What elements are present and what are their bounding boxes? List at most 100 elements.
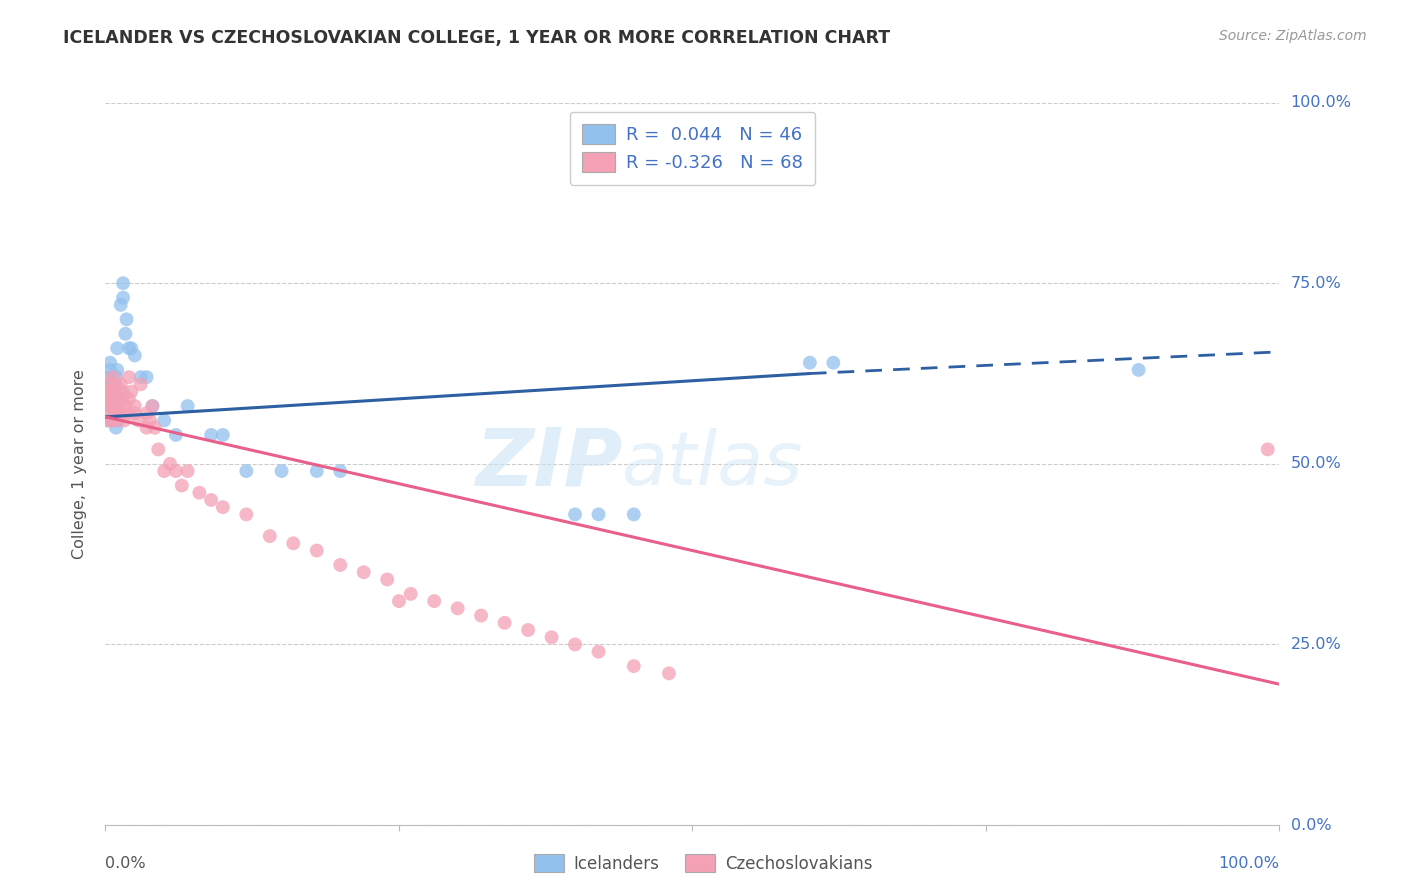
Point bbox=[235, 508, 257, 522]
Point bbox=[135, 406, 157, 420]
Point bbox=[105, 413, 128, 427]
Point bbox=[165, 428, 187, 442]
Point bbox=[105, 370, 128, 384]
Point bbox=[96, 384, 118, 399]
Point bbox=[103, 399, 125, 413]
Text: ZIP: ZIP bbox=[475, 425, 621, 503]
Point bbox=[170, 478, 193, 492]
Text: 0.0%: 0.0% bbox=[105, 855, 146, 871]
Point bbox=[105, 377, 128, 392]
Point bbox=[115, 312, 138, 326]
Point bbox=[135, 370, 157, 384]
Point bbox=[517, 623, 540, 637]
Point bbox=[127, 413, 149, 427]
Point bbox=[114, 399, 136, 413]
Point bbox=[564, 637, 586, 651]
Point bbox=[103, 384, 125, 399]
Text: 0.0%: 0.0% bbox=[1291, 818, 1331, 832]
Y-axis label: College, 1 year or more: College, 1 year or more bbox=[72, 369, 87, 558]
Point bbox=[211, 500, 233, 515]
Point bbox=[105, 363, 128, 377]
Point bbox=[375, 573, 398, 587]
Point bbox=[143, 421, 166, 435]
Point bbox=[139, 413, 162, 427]
Point bbox=[120, 341, 142, 355]
Point bbox=[112, 277, 135, 291]
Point bbox=[103, 392, 125, 406]
Point bbox=[112, 392, 135, 406]
Point bbox=[100, 399, 122, 413]
Point bbox=[105, 392, 128, 406]
Point bbox=[104, 377, 127, 392]
Point bbox=[98, 377, 121, 392]
Point bbox=[98, 399, 121, 413]
Point bbox=[399, 587, 422, 601]
Point bbox=[135, 421, 157, 435]
Point bbox=[259, 529, 281, 543]
Point bbox=[98, 370, 121, 384]
Point bbox=[153, 464, 176, 478]
Point bbox=[100, 392, 122, 406]
Point bbox=[105, 406, 128, 420]
Point bbox=[96, 413, 118, 427]
Text: ICELANDER VS CZECHOSLOVAKIAN COLLEGE, 1 YEAR OR MORE CORRELATION CHART: ICELANDER VS CZECHOSLOVAKIAN COLLEGE, 1 … bbox=[63, 29, 890, 46]
Text: 75.0%: 75.0% bbox=[1291, 276, 1341, 291]
Point bbox=[305, 464, 328, 478]
Text: 50.0%: 50.0% bbox=[1291, 457, 1341, 471]
Point bbox=[104, 399, 127, 413]
Point bbox=[98, 363, 121, 377]
Point bbox=[124, 349, 146, 363]
Point bbox=[112, 413, 135, 427]
Text: 100.0%: 100.0% bbox=[1291, 95, 1351, 110]
Point bbox=[159, 457, 181, 471]
Point bbox=[148, 442, 170, 457]
Point bbox=[98, 406, 121, 420]
Point bbox=[447, 601, 470, 615]
Point bbox=[112, 384, 135, 399]
Point bbox=[1257, 442, 1279, 457]
Point bbox=[188, 485, 211, 500]
Point bbox=[176, 399, 198, 413]
Point bbox=[100, 384, 122, 399]
Point bbox=[108, 399, 131, 413]
Text: atlas: atlas bbox=[621, 428, 803, 500]
Point bbox=[111, 406, 134, 420]
Point bbox=[98, 377, 121, 392]
Point bbox=[98, 413, 121, 427]
Point bbox=[200, 428, 222, 442]
Point bbox=[211, 428, 233, 442]
Point bbox=[101, 413, 124, 427]
Point bbox=[97, 392, 120, 406]
Point bbox=[118, 370, 141, 384]
Point bbox=[283, 536, 305, 550]
Text: Source: ZipAtlas.com: Source: ZipAtlas.com bbox=[1219, 29, 1367, 43]
Point bbox=[470, 608, 492, 623]
Point bbox=[114, 326, 136, 341]
Point bbox=[105, 421, 128, 435]
Point bbox=[107, 413, 129, 427]
Point bbox=[124, 406, 146, 420]
Legend: Icelanders, Czechoslovakians: Icelanders, Czechoslovakians bbox=[527, 847, 879, 880]
Point bbox=[98, 356, 121, 370]
Point bbox=[129, 377, 152, 392]
Point bbox=[658, 666, 681, 681]
Point bbox=[623, 508, 645, 522]
Point bbox=[200, 492, 222, 507]
Point bbox=[100, 413, 122, 427]
Point bbox=[112, 291, 135, 305]
Point bbox=[115, 406, 138, 420]
Point bbox=[124, 399, 146, 413]
Point bbox=[110, 377, 132, 392]
Text: 100.0%: 100.0% bbox=[1219, 855, 1279, 871]
Point bbox=[108, 392, 131, 406]
Point bbox=[101, 377, 124, 392]
Point bbox=[329, 558, 352, 572]
Point bbox=[101, 370, 124, 384]
Point bbox=[540, 630, 562, 644]
Point bbox=[588, 508, 610, 522]
Point bbox=[153, 413, 176, 427]
Point bbox=[235, 464, 257, 478]
Point bbox=[105, 341, 128, 355]
Point bbox=[423, 594, 446, 608]
Point bbox=[103, 413, 125, 427]
